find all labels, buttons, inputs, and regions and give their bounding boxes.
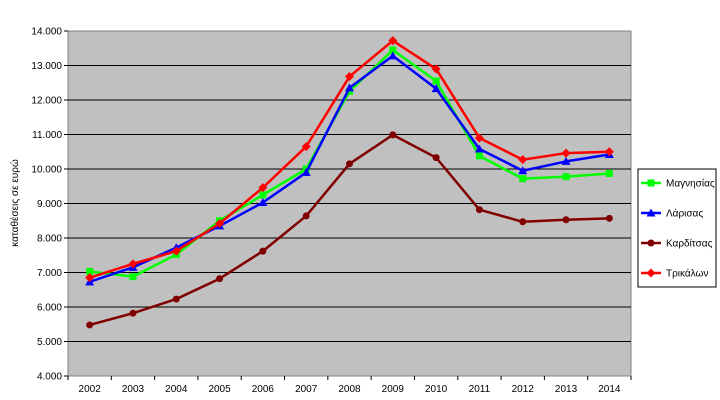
x-tick-label: 2003 <box>122 384 145 395</box>
data-point <box>86 321 94 329</box>
x-tick-label: 2009 <box>382 384 405 395</box>
data-point <box>475 206 483 214</box>
y-tick-label: 8.000 <box>37 234 62 245</box>
data-point <box>129 273 137 281</box>
series-group <box>85 36 614 329</box>
data-point <box>171 246 181 256</box>
y-tick-label: 11.000 <box>32 130 62 141</box>
data-point <box>475 152 483 160</box>
y-tick-label: 13.000 <box>31 61 62 72</box>
data-point <box>216 275 224 283</box>
data-point <box>301 167 311 176</box>
y-tick-label: 4.000 <box>37 372 62 383</box>
x-tick-label: 2005 <box>208 384 231 395</box>
data-point <box>519 218 527 226</box>
data-point <box>519 175 527 183</box>
legend-label: Καρδίτσας <box>666 238 713 250</box>
data-point <box>345 83 354 92</box>
y-tick-label: 14.000 <box>31 27 62 38</box>
x-tick-label: 2004 <box>165 384 188 395</box>
legend-item: Λάρισας <box>641 208 703 220</box>
y-axis-label: καταθέσεις σε ευρώ <box>9 159 21 247</box>
data-point <box>172 295 180 303</box>
x-tick-label: 2006 <box>252 384 275 395</box>
legend-item: Τρικάλων <box>641 268 708 280</box>
data-point <box>388 36 398 46</box>
data-point <box>432 77 440 85</box>
legend-label: Μαγνησίας <box>666 178 715 190</box>
data-point <box>388 51 398 60</box>
legend-swatch-marker <box>646 268 656 278</box>
data-point <box>85 273 95 283</box>
gridlines <box>68 65 631 342</box>
y-tick-label: 9.000 <box>37 199 62 210</box>
x-axis-ticks: 2002 2003 2004 2005 2006 2007 2008 2009 2010 2011… <box>67 376 632 395</box>
data-point <box>561 156 571 165</box>
data-point <box>432 154 440 162</box>
x-tick-label: 2008 <box>338 384 361 395</box>
y-tick-label: 12.000 <box>31 96 62 107</box>
data-point <box>86 267 94 275</box>
x-tick-label: 2014 <box>598 384 621 395</box>
legend-swatch-marker <box>647 179 655 187</box>
data-point <box>474 144 484 153</box>
x-tick-label: 2012 <box>512 384 535 395</box>
y-axis-ticks: 4.000 5.000 6.000 7.000 8.000 9.000 10.000 11.0… <box>31 27 68 383</box>
legend-box <box>637 168 717 288</box>
x-tick-label: 2007 <box>295 384 318 395</box>
data-point <box>389 131 397 139</box>
data-point <box>561 148 571 158</box>
data-point <box>518 166 528 175</box>
series-3 <box>86 131 613 329</box>
data-point <box>259 191 267 199</box>
data-point <box>518 155 528 165</box>
data-point <box>562 173 570 181</box>
x-tick-label: 2013 <box>555 384 578 395</box>
legend-swatch-marker <box>646 208 656 217</box>
data-point <box>389 46 397 54</box>
y-tick-label: 7.000 <box>37 268 62 279</box>
data-point <box>431 64 441 74</box>
data-point <box>431 84 441 93</box>
x-tick-label: 2011 <box>469 384 491 395</box>
data-point <box>215 219 225 229</box>
data-point <box>474 133 484 143</box>
legend-label: Τρικάλων <box>666 268 708 280</box>
x-tick-label: 2010 <box>425 384 448 395</box>
series-4 <box>85 36 614 283</box>
legend-item: Καρδίτσας <box>641 238 713 250</box>
legend-label: Λάρισας <box>666 208 703 220</box>
data-point <box>128 259 138 269</box>
data-point <box>129 309 137 317</box>
data-point <box>258 183 268 193</box>
data-point <box>258 197 268 206</box>
data-point <box>605 214 613 222</box>
data-point <box>301 142 311 152</box>
data-point <box>346 160 353 168</box>
data-point <box>562 216 570 224</box>
x-tick-label: 2002 <box>79 384 102 395</box>
data-point <box>345 72 354 82</box>
y-tick-label: 5.000 <box>37 337 62 348</box>
data-point <box>302 212 310 220</box>
data-point <box>605 169 613 177</box>
legend: Μαγνησίας Λάρισας Καρδίτσας Τρικάλων <box>637 168 717 288</box>
data-point <box>259 247 267 255</box>
y-tick-label: 10.000 <box>31 165 62 176</box>
legend-swatch-marker <box>647 239 655 247</box>
data-point <box>604 147 614 157</box>
y-tick-label: 6.000 <box>37 303 62 314</box>
legend-item: Μαγνησίας <box>641 178 715 190</box>
